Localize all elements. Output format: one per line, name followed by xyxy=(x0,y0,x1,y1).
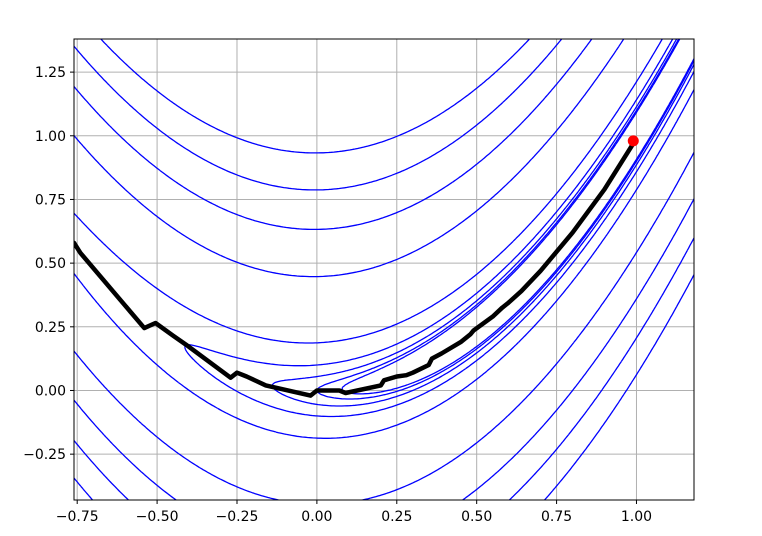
contour-line xyxy=(74,39,694,439)
x-tick-label: 0.25 xyxy=(381,509,412,525)
axis-ticks: −0.75 −0.50 −0.25 0.00 0.25 0.50 0.75 1.00 −0.25… xyxy=(23,65,652,525)
x-tick-label: 1.00 xyxy=(621,509,652,525)
x-tick-label: −0.50 xyxy=(136,509,179,525)
x-tick-label: 0.00 xyxy=(301,509,332,525)
x-tick-label: 0.75 xyxy=(541,509,572,525)
x-tick-label: −0.25 xyxy=(216,509,259,525)
contour-line xyxy=(74,39,694,500)
contour-line xyxy=(184,39,694,418)
y-tick-label: 0.00 xyxy=(35,383,66,399)
optimization-path xyxy=(74,141,636,398)
x-tick-label: −0.75 xyxy=(56,509,99,525)
contour-line xyxy=(74,39,694,500)
y-tick-label: −0.25 xyxy=(23,447,66,463)
contour-lines xyxy=(74,39,694,500)
y-tick-label: 1.00 xyxy=(35,129,66,145)
contour-line xyxy=(74,39,694,500)
optimization-path-layer xyxy=(74,135,639,398)
end-point-marker xyxy=(627,135,639,147)
grid xyxy=(74,39,694,500)
y-tick-label: 0.25 xyxy=(35,320,66,336)
y-tick-label: 0.50 xyxy=(35,256,66,272)
x-tick-label: 0.50 xyxy=(461,509,492,525)
contour-line xyxy=(316,39,694,400)
y-tick-label: 1.25 xyxy=(35,65,66,81)
contour-line xyxy=(271,39,694,407)
y-tick-label: 0.75 xyxy=(35,192,66,208)
contour-line xyxy=(74,39,694,500)
axes-frame xyxy=(73,38,695,501)
